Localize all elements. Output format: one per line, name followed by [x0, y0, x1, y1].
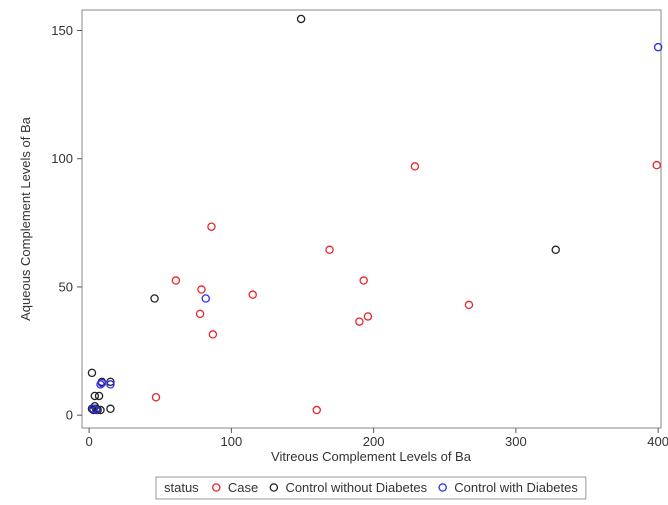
legend-item: Case: [212, 480, 258, 495]
point-control-without-diabetes: [106, 404, 115, 414]
legend-marker: [438, 483, 447, 492]
x-axis: 0 100 200 300 400: [85, 428, 668, 449]
x-tick-label: 200: [363, 434, 385, 449]
point-control-with-diabetes: [91, 405, 101, 415]
point-case: [464, 300, 474, 310]
legend-title: status: [164, 480, 199, 495]
point-case: [208, 330, 218, 339]
legend-item: Control without Diabetes: [269, 480, 428, 495]
point-case: [325, 245, 334, 255]
point-control-with-diabetes: [106, 380, 115, 389]
legend-label: Control without Diabetes: [285, 480, 427, 495]
point-case: [363, 312, 373, 321]
point-control-without-diabetes: [296, 14, 306, 24]
x-tick-label: 300: [505, 434, 527, 449]
data-points: [87, 14, 663, 415]
legend: status Case Control without Diabetes Contro…: [155, 476, 587, 500]
y-axis: 0 50 100 150: [51, 23, 82, 423]
legend-frame: [155, 476, 587, 500]
point-control-with-diabetes: [97, 378, 107, 388]
point-control-without-diabetes: [90, 391, 100, 401]
x-tick-label: 400: [647, 434, 668, 449]
point-case: [195, 309, 205, 319]
legend-label: Control with Diabetes: [454, 480, 578, 495]
x-tick-label: 100: [221, 434, 243, 449]
y-tick-label: 100: [51, 151, 73, 166]
y-tick-label: 50: [59, 279, 73, 294]
point-control-without-diabetes: [87, 368, 97, 378]
point-case: [248, 290, 257, 299]
point-case: [171, 276, 181, 285]
point-case: [151, 392, 161, 402]
point-control-with-diabetes: [96, 380, 105, 389]
legend-marker: [212, 483, 221, 492]
point-control-without-diabetes: [106, 377, 115, 387]
legend-label: Case: [228, 480, 258, 495]
x-tick-label: 0: [85, 434, 92, 449]
point-control-with-diabetes: [653, 42, 663, 52]
y-tick-label: 0: [66, 408, 73, 423]
legend-marker: [269, 483, 279, 492]
x-axis-label: Vitreous Complement Levels of Ba: [271, 449, 472, 464]
point-case: [355, 317, 364, 326]
point-control-without-diabetes: [150, 294, 159, 303]
point-case: [207, 222, 216, 231]
point-control-without-diabetes: [551, 245, 560, 255]
point-case: [197, 285, 206, 294]
point-case: [652, 160, 661, 170]
y-axis-label: Aqueous Complement Levels of Ba: [18, 116, 33, 321]
point-case: [359, 276, 368, 285]
point-control-with-diabetes: [201, 294, 211, 303]
point-case: [312, 405, 321, 415]
y-tick-label: 150: [51, 23, 73, 38]
plot-frame: [81, 9, 662, 429]
point-case: [410, 162, 420, 171]
legend-item: Control with Diabetes: [438, 480, 578, 495]
point-control-without-diabetes: [94, 391, 104, 401]
